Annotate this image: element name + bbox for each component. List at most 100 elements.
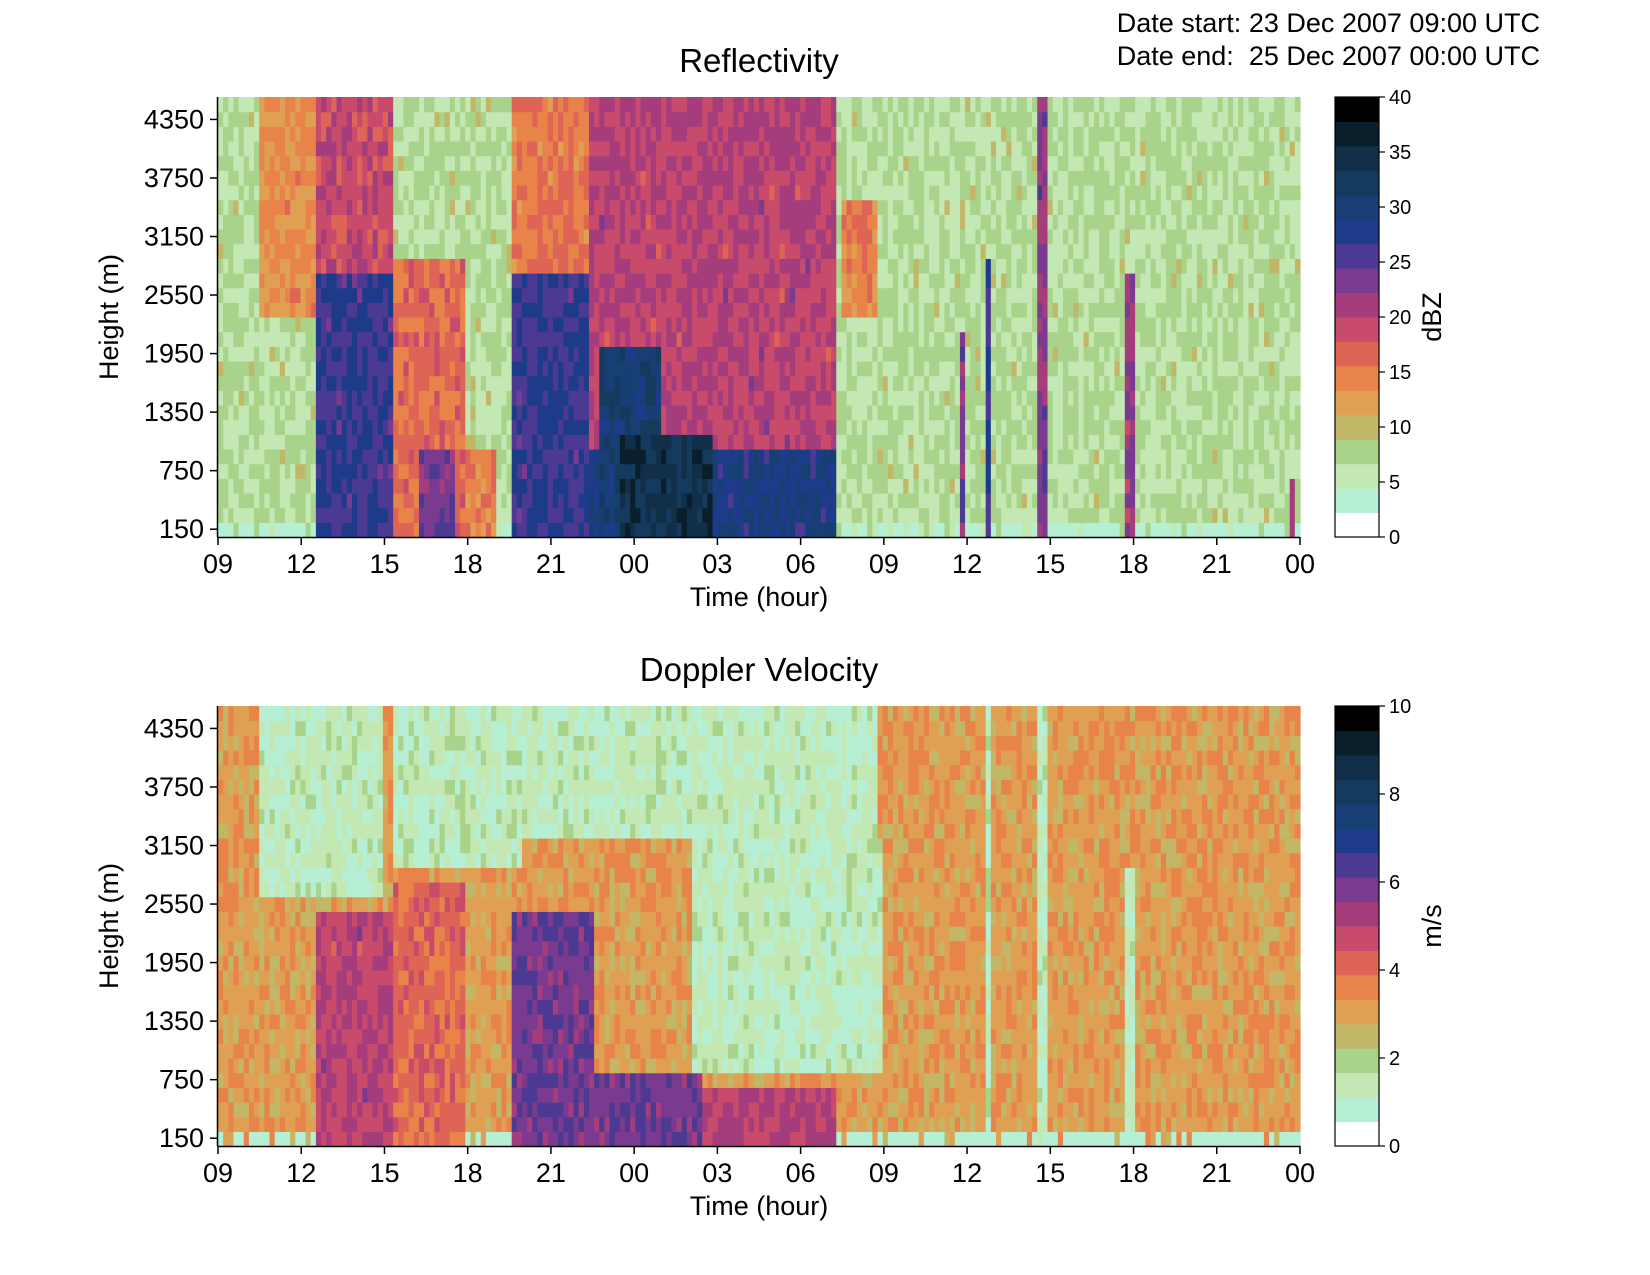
- heatmap-cell: [609, 507, 616, 523]
- heatmap-cell: [764, 493, 770, 509]
- heatmap-cell: [774, 463, 781, 479]
- heatmap-cell: [686, 243, 693, 259]
- heatmap-cell: [661, 287, 667, 303]
- heatmap-cell: [583, 331, 590, 347]
- heatmap-cell: [681, 258, 688, 274]
- heatmap-cell: [367, 243, 374, 259]
- heatmap-cell: [599, 478, 606, 494]
- heatmap-cell: [393, 390, 399, 406]
- heatmap-cell: [1001, 361, 1007, 377]
- heatmap-cell: [825, 390, 832, 406]
- heatmap-cell: [259, 302, 265, 318]
- heatmap-cell: [728, 463, 734, 479]
- heatmap-cell: [372, 229, 379, 245]
- heatmap-cell: [254, 302, 260, 318]
- heatmap-cell: [599, 346, 606, 362]
- heatmap-cell: [985, 317, 992, 333]
- heatmap-cell: [692, 463, 698, 479]
- heatmap-cell: [898, 273, 904, 289]
- heatmap-cell: [856, 185, 863, 201]
- heatmap-cell: [939, 141, 946, 157]
- heatmap-cell: [655, 185, 662, 201]
- heatmap-cell: [511, 361, 518, 377]
- heatmap-cell: [1062, 331, 1069, 347]
- heatmap-cell: [1001, 507, 1007, 523]
- heatmap-cell: [480, 258, 487, 274]
- heatmap-cell: [439, 463, 446, 479]
- heatmap-cell: [264, 507, 271, 523]
- heatmap-cell: [795, 111, 801, 127]
- heatmap-cell: [686, 214, 693, 230]
- heatmap-cell: [712, 287, 719, 303]
- heatmap-cell: [279, 155, 286, 171]
- heatmap-cell: [346, 243, 353, 259]
- heatmap-cell: [784, 331, 791, 347]
- heatmap-cell: [975, 361, 982, 377]
- heatmap-cell: [836, 419, 843, 435]
- heatmap-cell: [367, 229, 374, 245]
- heatmap-cell: [625, 229, 631, 245]
- heatmap-cell: [707, 331, 714, 347]
- heatmap-cell: [491, 493, 497, 509]
- heatmap-cell: [284, 155, 291, 171]
- heatmap-cell: [480, 463, 487, 479]
- heatmap-cell: [248, 346, 255, 362]
- heatmap-cell: [774, 449, 781, 465]
- heatmap-cell: [259, 170, 265, 186]
- heatmap-cell: [789, 258, 796, 274]
- heatmap-cell: [836, 155, 843, 171]
- heatmap-cell: [1057, 434, 1064, 450]
- heatmap-cell: [939, 493, 946, 509]
- heatmap-cell: [764, 243, 770, 259]
- heatmap-cell: [640, 507, 647, 523]
- heatmap-cell: [583, 302, 590, 318]
- heatmap-cell: [676, 463, 683, 479]
- heatmap-cell: [717, 258, 724, 274]
- heatmap-cell: [439, 405, 446, 421]
- heatmap-cell: [990, 243, 997, 259]
- heatmap-cell: [795, 302, 801, 318]
- heatmap-cell: [377, 126, 384, 142]
- heatmap-cell: [310, 317, 317, 333]
- heatmap-cell: [800, 405, 806, 421]
- heatmap-cell: [970, 170, 976, 186]
- heatmap-cell: [357, 493, 363, 509]
- heatmap-cell: [712, 302, 719, 318]
- heatmap-cell: [825, 493, 832, 509]
- heatmap-cell: [949, 111, 956, 127]
- heatmap-cell: [455, 199, 461, 215]
- heatmap-cell: [887, 493, 894, 509]
- heatmap-cell: [650, 463, 657, 479]
- heatmap-cell: [697, 478, 703, 494]
- heatmap-cell: [728, 258, 734, 274]
- heatmap-cell: [655, 258, 662, 274]
- heatmap-cell: [336, 331, 343, 347]
- heatmap-cell: [604, 287, 611, 303]
- heatmap-cell: [846, 507, 853, 523]
- heatmap-cell: [970, 243, 976, 259]
- heatmap-cell: [614, 302, 621, 318]
- heatmap-cell: [903, 361, 910, 377]
- heatmap-cell: [372, 405, 379, 421]
- heatmap-cell: [692, 522, 698, 538]
- heatmap-cell: [310, 434, 317, 450]
- heatmap-cell: [233, 111, 240, 127]
- heatmap-cell: [779, 361, 786, 377]
- heatmap-cell: [331, 287, 338, 303]
- heatmap-cell: [357, 522, 363, 538]
- heatmap-cell: [264, 361, 271, 377]
- heatmap-cell: [908, 141, 915, 157]
- heatmap-cell: [248, 170, 255, 186]
- heatmap-cell: [305, 214, 312, 230]
- heatmap-cell: [295, 331, 302, 347]
- heatmap-cell: [867, 361, 873, 377]
- heatmap-cell: [892, 287, 899, 303]
- heatmap-cell: [284, 287, 291, 303]
- heatmap-cell: [377, 419, 384, 435]
- heatmap-cell: [300, 405, 307, 421]
- heatmap-cell: [712, 478, 719, 494]
- heatmap-cell: [372, 522, 379, 538]
- heatmap-cell: [506, 361, 513, 377]
- heatmap-cell: [872, 375, 879, 391]
- heatmap-cell: [558, 507, 564, 523]
